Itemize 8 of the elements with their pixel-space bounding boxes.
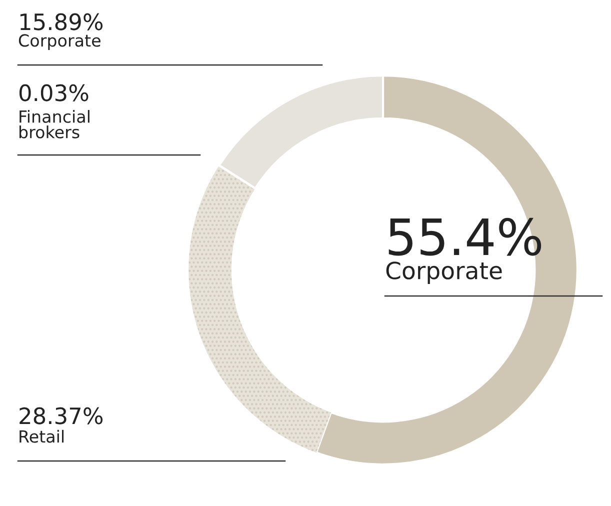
- data-label: 15.89%: [20, 13, 103, 30]
- data-label: 28.37%: [20, 407, 103, 424]
- slice-label: Retail: [20, 430, 64, 443]
- data-label: 55.4%: [388, 218, 542, 256]
- slice-label: Corporate: [18, 34, 100, 50]
- data-label: 0.03%: [19, 84, 88, 102]
- slice-label: Corporate: [386, 262, 502, 284]
- slice-label: Financial brokers: [20, 110, 90, 138]
